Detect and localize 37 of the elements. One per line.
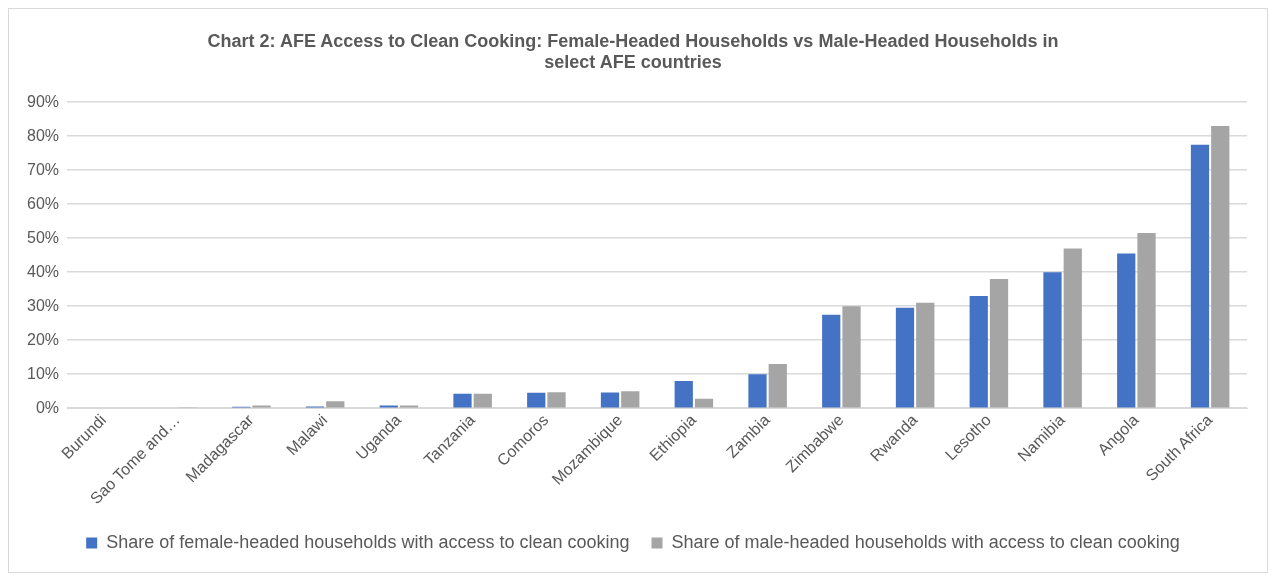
legend-label: Share of female-headed households with access to clean cooking [106,531,630,552]
bar [1137,233,1156,408]
bar [600,392,620,408]
text: Chart 2: AFE Access to Clean Cooking: Female-Headed Households vs Male-Headed Households in [207,30,1059,51]
y-tick-label: 40% [26,262,60,280]
bar [326,401,345,408]
bar [989,278,1009,408]
y-tick-label: 0% [35,398,60,416]
bar [621,391,640,408]
text: select AFE countries [544,52,722,73]
bar [768,363,787,408]
legend-label: Share of male-headed households with access to clean cooking [671,531,1180,552]
bar [822,314,841,408]
bar [895,307,915,408]
bar [694,398,714,408]
bar [1063,248,1082,408]
bar [453,393,472,408]
bar [969,295,988,408]
bar [916,302,935,408]
y-tick-label: 70% [26,160,60,178]
y-tick-label: 60% [26,194,60,212]
bar [473,393,492,408]
bar [1190,144,1210,408]
bar [748,374,767,408]
bar [527,392,546,408]
y-tick-label: 20% [26,330,60,348]
bar [547,392,566,408]
y-tick-label: 90% [26,92,60,110]
y-tick-label: 50% [26,228,60,246]
bar [674,380,693,408]
y-tick-label: 30% [26,296,60,314]
y-tick-label: 80% [26,126,60,144]
bar [1043,272,1062,408]
y-tick-label: 10% [26,364,60,382]
bar [1211,126,1230,408]
bar [1117,253,1136,408]
bar [842,306,861,408]
